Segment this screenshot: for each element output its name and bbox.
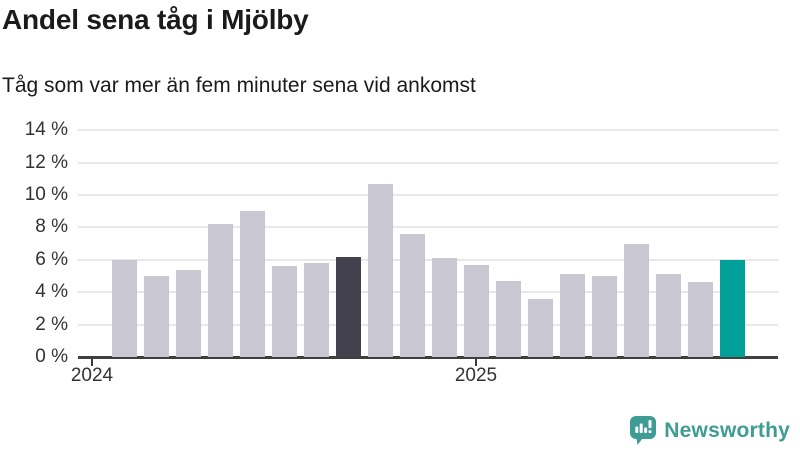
gridline-8 [78,226,778,229]
bar-2025-08 [687,282,713,357]
gridline-14 [78,129,778,132]
bar-2025-03 [527,299,553,357]
gridline-10 [78,194,778,196]
bar-chart-speech-bubble-icon [629,415,657,446]
y-axis-label-12: 12 % [24,151,68,173]
bar-2024-04 [175,270,201,357]
x-axis-tick-2025 [475,359,477,366]
bar-2024-03 [143,276,169,357]
brand-name: Newsworthy [664,418,790,442]
bar-2024-07 [271,266,297,357]
page-title: Andel sena tåg i Mjölby [2,4,309,35]
bar-2025-02 [495,281,521,357]
bar-2024-05 [207,224,233,357]
bar-2025-04 [559,274,585,357]
gridline-6 [78,258,778,261]
bar-2024-08 [303,263,329,357]
x-axis-tick-2024 [91,359,93,366]
y-axis-label-10: 10 % [24,184,68,205]
bar-2025-01 [463,265,489,357]
page-subtitle: Tåg som var mer än fem minuter sena vid … [2,74,476,97]
x-axis-label-2025: 2025 [454,365,498,386]
bar-2024-12 [431,258,457,357]
x-axis-line [78,356,778,359]
gridline-4 [78,291,778,294]
x-axis-label-2024: 2024 [70,365,114,386]
bar-2025-07 [655,274,681,357]
bar-2025-06 [623,244,649,357]
y-axis-label-4: 4 % [35,281,68,303]
bar-2024-11 [399,234,425,357]
y-axis-label-2: 2 % [35,313,68,335]
bar-2024-06 [239,211,265,357]
bar-2024-02 [111,260,137,357]
y-axis-label-8: 8 % [35,216,68,238]
bar-2024-09 [335,257,361,357]
bar-2024-10 [367,184,393,357]
bar-2025-09 [719,260,745,357]
gridline-2 [78,323,778,326]
y-axis-label-6: 6 % [35,248,68,270]
y-axis-label-14: 14 % [24,119,68,141]
newsworthy-logo: Newsworthy [629,415,790,446]
bar-2025-05 [591,276,617,357]
y-axis-label-0: 0 % [35,346,68,367]
gridline-12 [78,161,778,164]
